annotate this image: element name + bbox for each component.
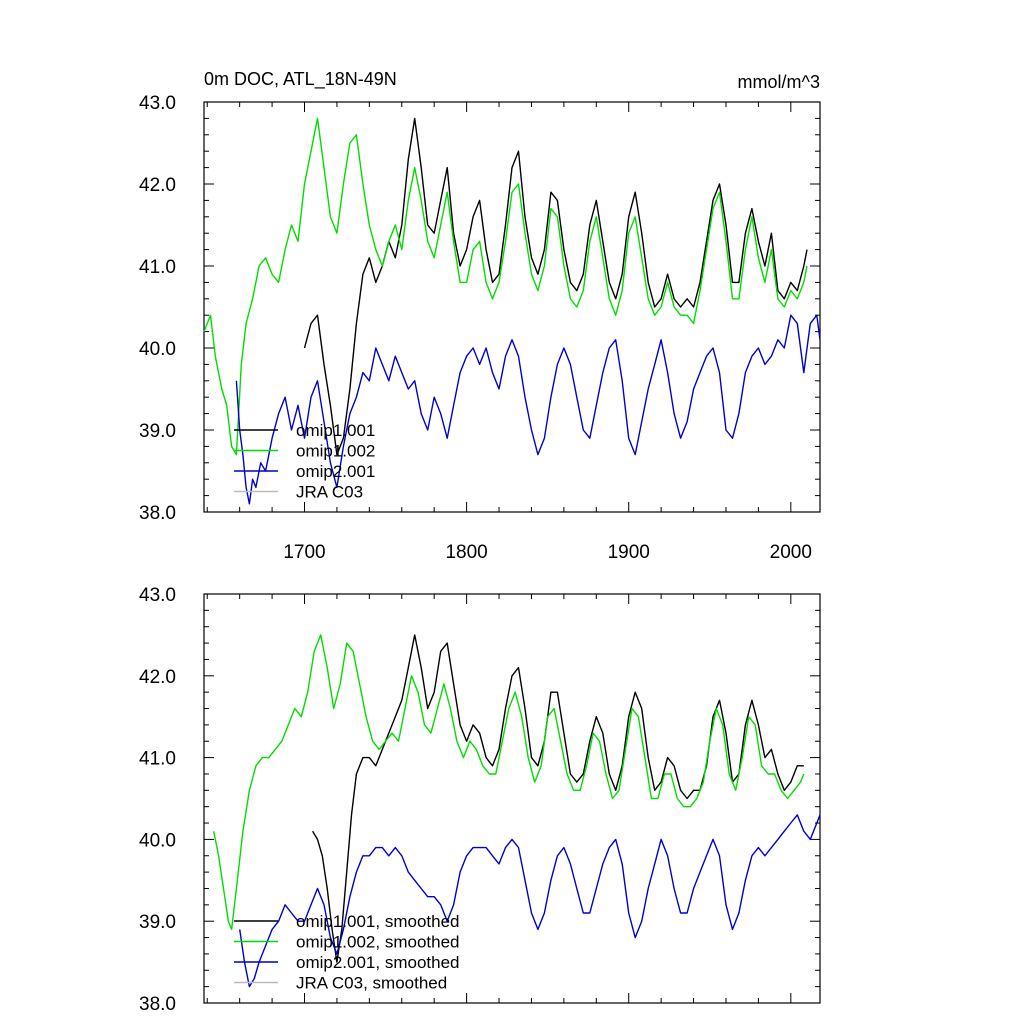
x-tick-label: 1800 (445, 542, 487, 563)
series-line-omip1-002 (203, 117, 808, 456)
legend-label: omip1.001 (296, 421, 375, 440)
x-tick-label: 1900 (608, 542, 650, 563)
plot-frame (203, 593, 821, 1004)
y-tick-label: 38.0 (139, 503, 176, 524)
top-chart-panel: 0m DOC, ATL_18N-49N mmol/m^3 38.0 39.0 40.… (139, 69, 821, 563)
y-tick-label: 42.0 (139, 667, 176, 688)
plot-frame (203, 101, 821, 513)
x-tick-label: 2000 (770, 542, 812, 563)
series-line-omip2-001-smoothed (239, 814, 821, 988)
y-tick-label: 38.0 (139, 994, 176, 1015)
legend-label: omip1.002, smoothed (296, 933, 460, 952)
y-tick-label: 40.0 (139, 339, 176, 360)
y-tick-label: 42.0 (139, 175, 176, 196)
chart-title: 0m DOC, ATL_18N-49N (204, 69, 397, 90)
legend-label: omip1.001, smoothed (296, 912, 460, 931)
legend-label: JRA C03, smoothed (296, 974, 447, 993)
y-tick-label: 39.0 (139, 912, 176, 933)
legend-label: JRA C03 (296, 483, 363, 502)
bottom-chart-panel: 38.0 39.0 40.0 41.0 42.0 43.0 omip1.001, smoo… (139, 585, 821, 1015)
y-tick-label: 41.0 (139, 749, 176, 770)
series-line-omip2-001 (235, 314, 821, 505)
y-tick-label: 40.0 (139, 830, 176, 851)
series-line-omip1-002-smoothed (213, 634, 805, 931)
chart-units: mmol/m^3 (738, 72, 820, 92)
legend-label: omip2.001 (296, 462, 375, 481)
y-tick-label: 43.0 (139, 93, 176, 114)
y-tick-label: 43.0 (139, 585, 176, 606)
y-tick-label: 41.0 (139, 257, 176, 278)
series-line-omip1-001-smoothed (311, 634, 804, 963)
y-tick-label: 39.0 (139, 421, 176, 442)
x-tick-label: 1700 (283, 542, 325, 563)
legend-label: omip2.001, smoothed (296, 953, 460, 972)
legend-label: omip1.002 (296, 442, 375, 461)
